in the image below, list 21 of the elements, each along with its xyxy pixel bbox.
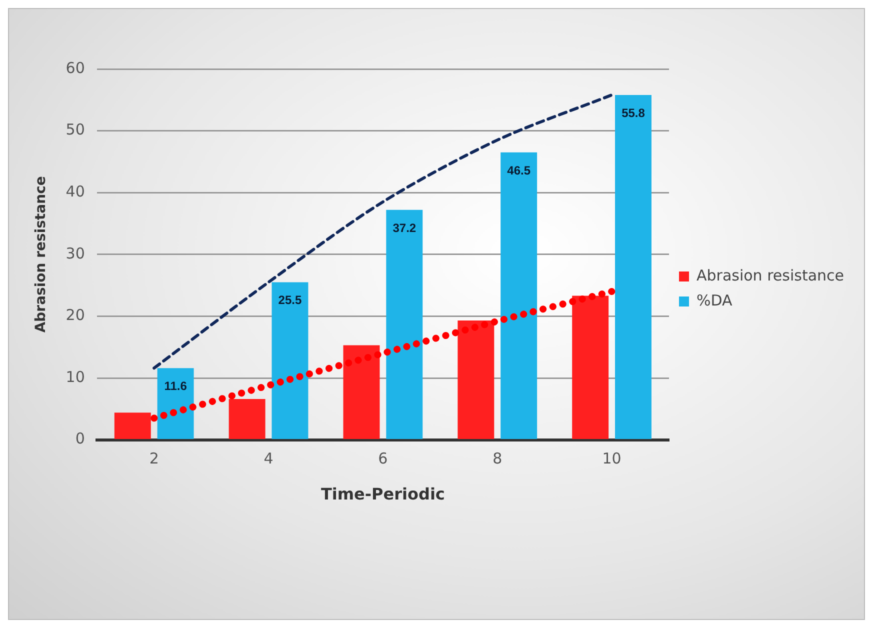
x-axis-title: Time-Periodic bbox=[320, 484, 445, 504]
y-tick-label: 40 bbox=[66, 182, 85, 200]
x-tick-label: 4 bbox=[264, 450, 274, 468]
y-axis-title: Abrasion resistance bbox=[33, 176, 50, 333]
data-label: 55.8 bbox=[622, 106, 646, 120]
y-tick-label: 50 bbox=[66, 120, 85, 139]
x-tick-label: 10 bbox=[602, 450, 622, 468]
y-tick-label: 30 bbox=[66, 244, 85, 262]
x-tick-label: 2 bbox=[149, 450, 159, 468]
data-label: 46.5 bbox=[507, 163, 531, 178]
y-tick-label: 20 bbox=[66, 306, 85, 324]
data-label: 37.2 bbox=[392, 220, 416, 235]
x-tick-label: 6 bbox=[378, 450, 388, 468]
data-label: 11.6 bbox=[164, 379, 188, 394]
y-tick-label: 60 bbox=[66, 58, 85, 77]
legend-label: Abrasion resistance bbox=[696, 266, 844, 284]
data-label: 25.5 bbox=[278, 293, 302, 308]
y-tick-label: 0 bbox=[75, 430, 85, 448]
legend-label: %DA bbox=[696, 291, 734, 310]
x-tick-label: 8 bbox=[492, 450, 502, 468]
y-tick-label: 10 bbox=[66, 368, 85, 386]
